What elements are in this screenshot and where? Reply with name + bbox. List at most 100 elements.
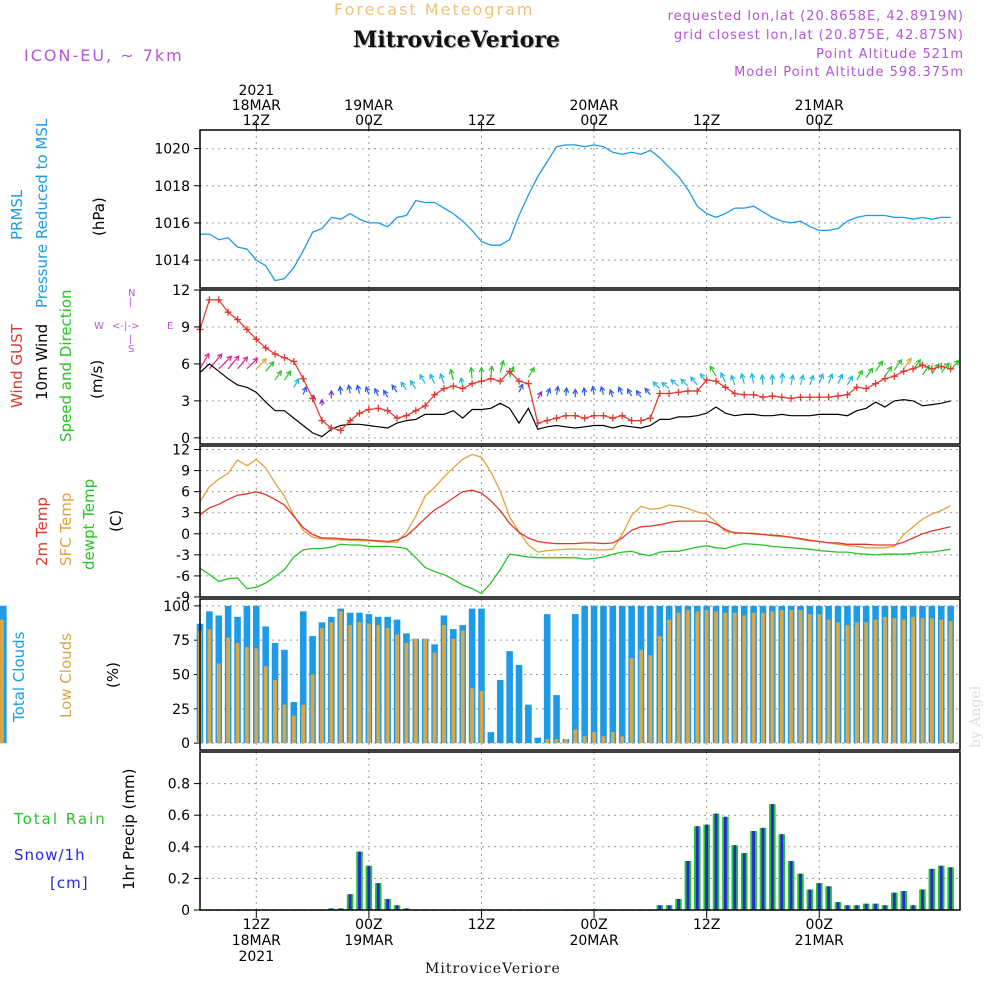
low-cloud-bar bbox=[873, 619, 878, 744]
snow-bar bbox=[949, 867, 953, 910]
wind-arrow bbox=[356, 385, 361, 394]
low-cloud-bar bbox=[413, 638, 418, 744]
panel-frame bbox=[199, 598, 961, 751]
bottom-time-label: 19MAR bbox=[344, 933, 393, 949]
low-cloud-bar bbox=[460, 630, 465, 744]
wind-arrow-head bbox=[818, 372, 825, 380]
low-cloud-bar bbox=[592, 732, 596, 744]
compass-arrows-we: <-|-> bbox=[112, 321, 140, 332]
snow-bar bbox=[827, 886, 831, 910]
wind-arrow-head bbox=[355, 384, 362, 391]
wind-arrow-head bbox=[488, 364, 495, 372]
total-cloud-bar bbox=[281, 649, 288, 744]
wind-arrow bbox=[751, 373, 755, 384]
low-cloud-bar bbox=[939, 619, 944, 744]
wind-arrow-head bbox=[709, 365, 715, 372]
compass-w: W bbox=[94, 321, 104, 332]
total-cloud-bar bbox=[609, 605, 617, 744]
low-cloud-bar bbox=[348, 625, 352, 744]
low-cloud-bar bbox=[554, 739, 559, 744]
wind-arrow-head bbox=[226, 355, 233, 362]
ytick-label: 1014 bbox=[154, 253, 190, 269]
wind-arrow bbox=[609, 389, 614, 398]
snow-bar bbox=[836, 902, 840, 910]
wind-arrow-head bbox=[294, 377, 300, 385]
wind-arrow bbox=[518, 384, 524, 393]
total-rain-label: Total Rain bbox=[14, 810, 107, 828]
snow-bar bbox=[817, 883, 821, 910]
low-cloud-bar bbox=[920, 618, 925, 744]
wind-arrow bbox=[218, 355, 232, 370]
low-cloud-bar bbox=[808, 614, 812, 744]
wind-arrow bbox=[636, 390, 642, 398]
wind-arrow bbox=[374, 388, 379, 397]
wind-arrow bbox=[348, 385, 351, 394]
wind-arrow bbox=[565, 387, 568, 397]
low-cloud-bar bbox=[798, 609, 803, 744]
low-cloud-bar bbox=[629, 658, 634, 744]
wind-arrow bbox=[429, 374, 436, 384]
low-cloud-bar bbox=[442, 625, 446, 744]
ytick-label: 6 bbox=[181, 485, 190, 501]
low-cloud-bar bbox=[0, 623, 4, 744]
low-cloud-bar bbox=[836, 622, 840, 744]
low-cloud-bar bbox=[751, 612, 756, 744]
wind-arrow-head bbox=[680, 378, 686, 385]
snow-bar bbox=[667, 905, 671, 910]
bottom-time-label: 00Z bbox=[580, 917, 607, 933]
wind-arrow-head bbox=[301, 385, 308, 393]
wind-arrow-head bbox=[670, 379, 677, 385]
low-cloud-bar bbox=[723, 612, 728, 744]
wind-arrow bbox=[809, 375, 814, 386]
station-title: MitroviceVeriore bbox=[353, 27, 560, 53]
total-cloud-bar bbox=[590, 605, 598, 744]
wind-arrow bbox=[527, 367, 535, 378]
wind-arrow bbox=[790, 374, 794, 385]
wind-arrow bbox=[600, 386, 605, 395]
wind-arrow-head bbox=[827, 372, 834, 380]
snow-bar bbox=[808, 889, 812, 910]
panel-frame bbox=[199, 445, 961, 598]
wind-arrow-head bbox=[809, 374, 815, 381]
wind-arrow bbox=[499, 360, 504, 373]
wind-arrow-head bbox=[328, 389, 335, 396]
top-time-label: 18MAR bbox=[232, 98, 281, 114]
wind-arrow-head bbox=[799, 374, 805, 381]
low-cloud-bar bbox=[273, 679, 277, 744]
wind-arrow-head bbox=[906, 357, 912, 364]
low-cloud-bar bbox=[376, 625, 381, 744]
snow-bar bbox=[742, 853, 746, 910]
top-time-label: 12Z bbox=[243, 113, 270, 129]
total-cloud-bar bbox=[478, 608, 485, 744]
panel-frame bbox=[199, 289, 961, 445]
wind-arrow-head bbox=[644, 387, 650, 394]
snow-bar bbox=[770, 804, 774, 910]
wind-arrow-head bbox=[233, 355, 240, 362]
low-cloud-bar bbox=[395, 634, 399, 744]
low-cloud-bar bbox=[207, 629, 212, 744]
low-cloud-bar bbox=[564, 739, 568, 744]
top-time-label: 19MAR bbox=[344, 98, 393, 114]
snow-bar bbox=[855, 905, 859, 910]
low-cloud-bar bbox=[573, 729, 578, 744]
wind-arrow-head bbox=[499, 359, 506, 366]
wind-arrow bbox=[846, 375, 853, 386]
wind-arrow bbox=[865, 367, 874, 378]
snow-bar bbox=[874, 903, 877, 910]
bottom-time-label: 00Z bbox=[355, 917, 382, 933]
ytick-label: 0.8 bbox=[168, 777, 190, 793]
compass-arrow-s: | bbox=[129, 334, 133, 345]
wind-arrow bbox=[893, 359, 903, 371]
wind-arrow bbox=[661, 382, 670, 390]
low-cloud-bar bbox=[404, 642, 409, 744]
wind-arrow-head bbox=[608, 388, 615, 395]
closest-coords: grid closest lon,lat (20.875E, 42.875N) bbox=[673, 28, 964, 43]
compass-e: E bbox=[167, 321, 174, 332]
total-cloud-bar bbox=[515, 664, 523, 744]
wind-arrow-head bbox=[458, 376, 465, 383]
low-cloud-bar bbox=[657, 636, 662, 744]
wind-arrow-head bbox=[529, 366, 535, 373]
wind-arrow bbox=[618, 387, 623, 395]
wind-arrow-head bbox=[536, 390, 543, 397]
wind-arrow bbox=[555, 386, 559, 395]
